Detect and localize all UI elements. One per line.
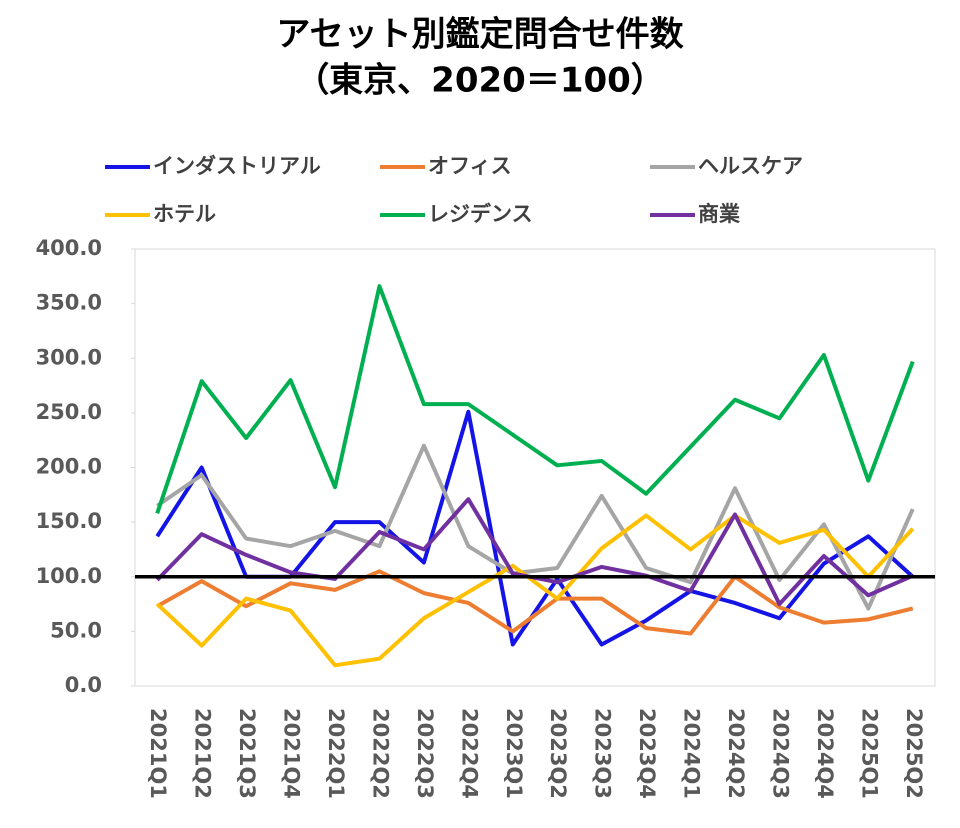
series-line bbox=[156, 569, 914, 636]
series-line bbox=[155, 409, 915, 647]
x-tick-label: 2024Q4 bbox=[813, 708, 837, 799]
x-tick-label: 2022Q1 bbox=[324, 708, 348, 799]
x-tick-label: 2022Q4 bbox=[457, 708, 481, 799]
series-line bbox=[155, 284, 915, 515]
y-tick-label: 0.0 bbox=[65, 673, 102, 697]
chart-subtitle: （東京、2020＝100） bbox=[295, 61, 665, 101]
x-tick-label: 2024Q1 bbox=[680, 708, 704, 799]
x-tick-label: 2024Q3 bbox=[768, 708, 792, 799]
x-tick-label: 2025Q1 bbox=[857, 708, 881, 799]
x-tick-label: 2025Q2 bbox=[902, 708, 926, 799]
y-tick-label: 100.0 bbox=[36, 564, 102, 588]
y-tick-label: 400.0 bbox=[36, 236, 102, 260]
legend-label: ヘルスケア bbox=[698, 154, 803, 178]
x-tick-label: 2023Q3 bbox=[591, 708, 615, 799]
legend-label: インダストリアル bbox=[153, 154, 321, 178]
y-tick-label: 50.0 bbox=[50, 618, 102, 642]
chart-title: アセット別鑑定問合せ件数 bbox=[276, 15, 683, 55]
x-tick-label: 2021Q1 bbox=[146, 708, 170, 799]
y-tick-label: 250.0 bbox=[36, 400, 102, 424]
x-tick-label: 2021Q4 bbox=[280, 708, 304, 799]
y-tick-label: 150.0 bbox=[36, 509, 102, 533]
y-tick-label: 200.0 bbox=[36, 455, 102, 479]
x-tick-label: 2021Q3 bbox=[235, 708, 259, 799]
x-tick-label: 2022Q3 bbox=[413, 708, 437, 799]
y-tick-label: 300.0 bbox=[36, 345, 102, 369]
y-tick-label: 350.0 bbox=[36, 291, 102, 315]
legend-label: レジデンス bbox=[428, 202, 533, 226]
series-line bbox=[155, 497, 914, 607]
x-tick-label: 2023Q1 bbox=[502, 708, 526, 799]
x-tick-label: 2023Q2 bbox=[546, 708, 570, 799]
series-line bbox=[155, 513, 915, 668]
series-line bbox=[156, 443, 915, 611]
x-tick-label: 2021Q2 bbox=[191, 708, 215, 799]
x-tick-label: 2022Q2 bbox=[368, 708, 392, 799]
legend-label: オフィス bbox=[428, 154, 512, 178]
legend-label: 商業 bbox=[698, 202, 741, 226]
x-tick-label: 2023Q4 bbox=[635, 708, 659, 799]
legend-label: ホテル bbox=[153, 202, 216, 226]
x-tick-label: 2024Q2 bbox=[724, 708, 748, 799]
